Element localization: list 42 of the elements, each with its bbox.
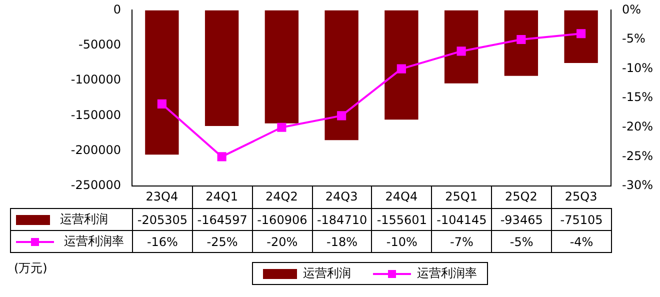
data-label: -164597 <box>192 208 252 230</box>
y2-tick-label: -10% <box>622 60 654 75</box>
text: 运营利润 <box>303 266 351 280</box>
y-tick-label: -200000 <box>70 142 121 157</box>
data-label: -4% <box>552 230 612 252</box>
y2-tick-label: -20% <box>622 120 654 134</box>
x-tick-label: 23Q4 <box>146 189 178 204</box>
x-tick-label: 24Q1 <box>206 189 238 204</box>
data-label: -104145 <box>432 208 492 230</box>
data-label: -93465 <box>492 208 552 230</box>
data-label: -7% <box>432 230 492 252</box>
x-tick-label: 24Q4 <box>385 189 418 204</box>
y-tick-label: -100000 <box>70 72 121 87</box>
y2-tick-label: -5% <box>622 32 646 46</box>
data-label: -160906 <box>252 208 312 230</box>
text: 运营利润率 <box>417 266 477 280</box>
y2-tick-label: -25% <box>622 148 654 163</box>
y2-tick-label: 0% <box>622 2 642 16</box>
text: (万元) <box>14 260 48 277</box>
y-tick-label: -250000 <box>70 178 121 192</box>
data-label: -205305 <box>132 208 192 230</box>
data-label: -155601 <box>372 208 432 230</box>
y2-tick-label: -30% <box>622 178 654 192</box>
y2-tick-label: -15% <box>622 90 654 104</box>
y-tick-label: -50000 <box>78 37 121 52</box>
data-label: -184710 <box>312 208 372 230</box>
legend-label: 运营利润率 <box>64 233 124 250</box>
x-tick-label: 25Q1 <box>445 189 478 204</box>
data-label: -10% <box>372 230 432 252</box>
data-label: -5% <box>492 230 552 252</box>
y-tick-label: 0 <box>113 2 121 16</box>
data-label: -20% <box>252 230 312 252</box>
y-tick-label: -150000 <box>70 108 121 122</box>
x-tick-label: 25Q3 <box>564 189 598 204</box>
legend-label: 运营利润 <box>60 211 108 228</box>
data-label: -25% <box>192 230 252 252</box>
x-tick-label: 24Q3 <box>325 189 358 204</box>
data-label: -75105 <box>552 208 612 230</box>
data-label: -16% <box>132 230 192 252</box>
data-label: -18% <box>312 230 372 252</box>
x-tick-label: 25Q2 <box>505 189 538 204</box>
x-tick-label: 24Q2 <box>266 189 298 204</box>
